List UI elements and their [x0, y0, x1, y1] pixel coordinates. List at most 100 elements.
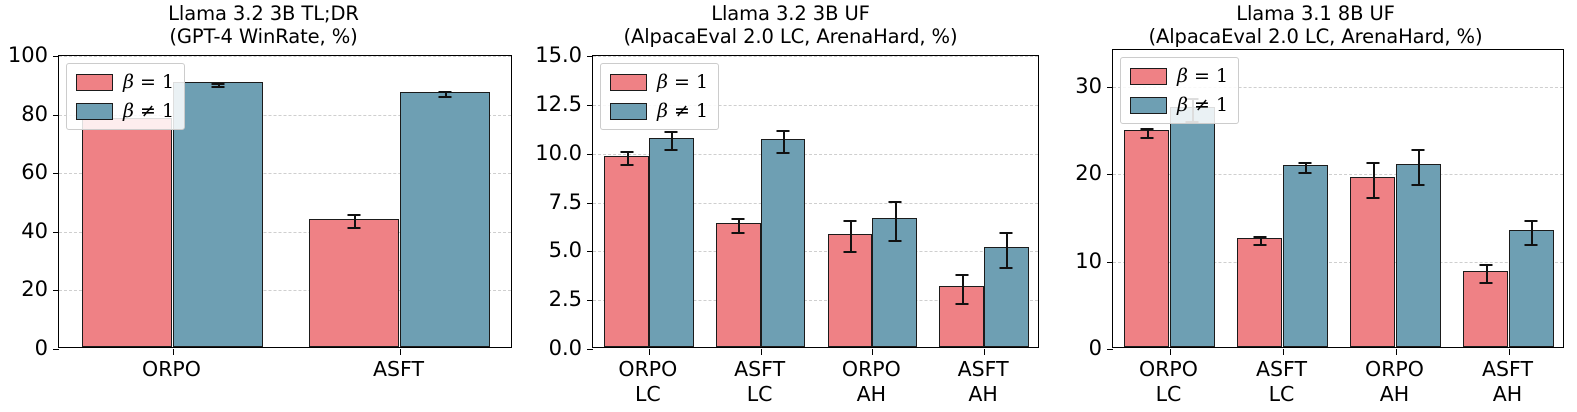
x-tick-label: ASFT LC — [734, 357, 786, 406]
y-tick-mark — [53, 231, 59, 233]
error-bar — [1418, 148, 1421, 184]
x-tick-label: ORPO AH — [841, 357, 901, 406]
error-bar — [961, 273, 964, 304]
error-bar — [894, 200, 897, 240]
gridline — [593, 300, 1038, 302]
error-bar — [1485, 264, 1488, 282]
legend-swatch-beta-eq-1 — [1130, 67, 1167, 85]
error-bar-cap — [1524, 219, 1538, 222]
bar — [81, 118, 173, 347]
error-bar-cap — [1140, 127, 1154, 130]
error-bar — [850, 220, 853, 252]
error-bar — [354, 213, 357, 228]
legend-label: β = 1 — [657, 71, 709, 93]
y-tick-mark — [587, 153, 593, 155]
panel-llama-3-2-3b-tldr: Llama 3.2 3B TL;DR (GPT-4 WinRate, %) 0 20… — [0, 0, 527, 412]
error-bar-cap — [955, 303, 969, 306]
x-tick-mark — [1508, 349, 1510, 355]
error-bar — [1305, 161, 1308, 173]
bar — [604, 155, 649, 347]
bar — [1508, 229, 1554, 347]
y-tick-mark — [53, 173, 59, 175]
y-tick-label: 40 — [21, 218, 48, 243]
y-tick-label: 20 — [21, 277, 48, 302]
x-tick-label: ORPO LC — [1139, 357, 1198, 406]
y-tick-label: 2.5 — [548, 287, 582, 312]
legend-label: β = 1 — [1177, 65, 1229, 87]
error-bar-cap — [664, 131, 678, 134]
error-bar — [738, 218, 741, 232]
error-bar-cap — [731, 218, 745, 221]
y-tick-mark — [53, 56, 59, 57]
error-bar-cap — [843, 251, 857, 254]
x-tick-mark — [760, 349, 762, 355]
panel-llama-3-2-3b-uf: Llama 3.2 3B UF (AlpacaEval 2.0 LC, Arena… — [527, 0, 1054, 412]
legend-swatch-beta-eq-1 — [610, 73, 647, 91]
error-bar — [782, 130, 785, 152]
y-tick-label: 80 — [21, 101, 48, 126]
x-tick-mark — [1395, 349, 1397, 355]
legend-item-beta-neq-1: β ≠ 1 — [76, 100, 174, 122]
x-tick-label: ASFT — [373, 357, 424, 381]
bar — [1169, 107, 1215, 347]
error-bar-cap — [999, 266, 1013, 269]
x-tick-label: ORPO AH — [1365, 357, 1424, 406]
y-tick-mark — [587, 104, 593, 106]
x-tick-mark — [1169, 349, 1171, 355]
gridline — [1113, 174, 1563, 176]
error-bar-cap — [1524, 244, 1538, 247]
error-bar-cap — [888, 200, 902, 203]
y-tick-label: 100 — [7, 43, 48, 67]
y-tick-label: 0 — [1088, 336, 1102, 360]
bar — [308, 218, 400, 347]
x-tick-label: ORPO LC — [618, 357, 678, 406]
panel-title: Llama 3.2 3B TL;DR (GPT-4 WinRate, %) — [168, 2, 359, 48]
y-tick-mark — [1107, 86, 1113, 88]
error-bar — [444, 91, 447, 96]
error-bar-cap — [1411, 183, 1425, 186]
y-tick-label: 30 — [1075, 73, 1102, 98]
x-tick-mark — [872, 349, 874, 355]
y-tick-label: 15.0 — [535, 43, 582, 67]
error-bar-cap — [1298, 172, 1312, 175]
y-tick-mark — [53, 349, 59, 350]
x-tick-label: ASFT AH — [1482, 357, 1533, 406]
error-bar — [671, 131, 674, 149]
error-bar-cap — [620, 164, 634, 167]
legend: β = 1 β ≠ 1 — [66, 63, 186, 130]
error-bar-cap — [664, 148, 678, 151]
error-bar-cap — [843, 220, 857, 223]
error-bar-cap — [1140, 136, 1154, 139]
gridline — [593, 104, 1038, 106]
gridline — [59, 290, 511, 292]
y-tick-label: 60 — [21, 160, 48, 185]
error-bar-cap — [211, 83, 225, 86]
x-tick-mark — [172, 349, 174, 355]
error-bar — [1259, 235, 1262, 244]
y-tick-label: 0 — [34, 336, 48, 360]
error-bar-cap — [438, 91, 452, 94]
gridline — [593, 153, 1038, 155]
panel-title: Llama 3.1 8B UF (AlpacaEval 2.0 LC, Arena… — [1148, 2, 1483, 48]
error-bar — [1006, 231, 1009, 267]
legend-swatch-beta-neq-1 — [76, 102, 113, 120]
error-bar-cap — [1253, 243, 1267, 246]
y-tick-mark — [587, 56, 593, 57]
x-tick-mark — [399, 349, 401, 355]
error-bar-cap — [1411, 148, 1425, 151]
error-bar-cap — [620, 150, 634, 153]
error-bar-cap — [1479, 264, 1493, 267]
y-tick-label: 10 — [1075, 248, 1102, 273]
legend-swatch-beta-eq-1 — [76, 73, 113, 91]
bar — [172, 82, 264, 347]
error-bar-cap — [1366, 161, 1380, 164]
legend-label: β ≠ 1 — [657, 100, 709, 122]
panel-llama-3-1-8b-uf: Llama 3.1 8B UF (AlpacaEval 2.0 LC, Arena… — [1054, 0, 1577, 412]
error-bar — [626, 150, 629, 165]
gridline — [59, 173, 511, 175]
x-tick-mark — [648, 349, 650, 355]
error-bar-cap — [955, 273, 969, 276]
legend: β = 1 β ≠ 1 — [600, 63, 720, 130]
gridline — [1113, 86, 1563, 88]
error-bar-cap — [776, 130, 790, 133]
